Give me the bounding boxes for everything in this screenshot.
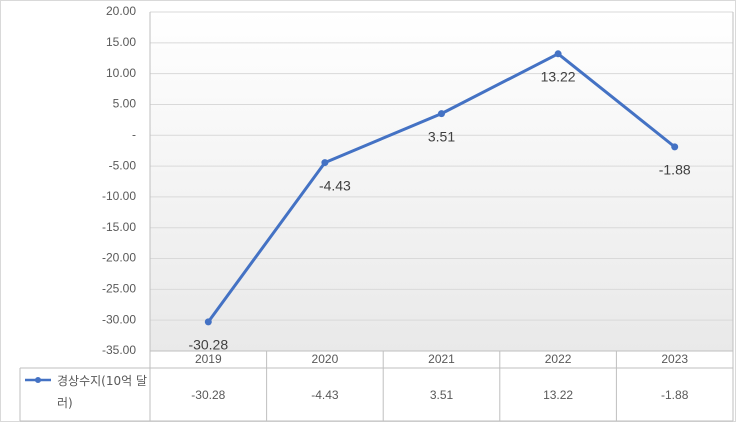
- legend-cell: 경상수지(10억 달러): [57, 374, 148, 410]
- y-tick-label: 15.00: [106, 35, 136, 49]
- y-tick-label: 20.00: [106, 4, 136, 18]
- data-label: -1.88: [659, 162, 691, 178]
- data-point: [438, 110, 445, 118]
- data-point: [671, 143, 679, 151]
- legend-label: 경상수지(10억 달러): [57, 374, 148, 410]
- table-value: 3.51: [430, 388, 454, 402]
- y-tick-label: -20.00: [102, 251, 136, 265]
- data-label: -30.28: [188, 337, 228, 353]
- data-label: 13.22: [541, 68, 576, 84]
- data-point: [554, 50, 562, 58]
- x-tick-label: 2022: [545, 352, 572, 366]
- table-value: -1.88: [661, 388, 689, 402]
- x-tick-label: 2023: [661, 352, 688, 366]
- y-tick-label: -30.00: [102, 312, 136, 326]
- plot-area: [150, 12, 733, 351]
- y-tick-label: 10.00: [106, 66, 136, 80]
- legend-marker-dot: [35, 377, 41, 383]
- y-tick-label: -25.00: [102, 282, 136, 296]
- y-tick-label: -15.00: [102, 220, 136, 234]
- y-tick-label: -35.00: [102, 343, 136, 357]
- x-tick-label: 2021: [428, 352, 455, 366]
- x-tick-label: 2019: [195, 352, 222, 366]
- table-value: 13.22: [543, 388, 573, 402]
- x-tick-label: 2020: [312, 352, 339, 366]
- y-tick-label: -: [132, 127, 136, 141]
- y-tick-label: 5.00: [113, 97, 137, 111]
- data-label: -4.43: [319, 177, 351, 193]
- table-value: -4.43: [311, 388, 339, 402]
- data-label: 3.51: [428, 128, 455, 144]
- data-point: [321, 159, 329, 167]
- data-table: [19, 12, 734, 422]
- y-tick-label: -5.00: [109, 158, 137, 172]
- table-value: -30.28: [191, 388, 225, 402]
- data-point: [204, 318, 212, 326]
- y-tick-label: -10.00: [102, 189, 136, 203]
